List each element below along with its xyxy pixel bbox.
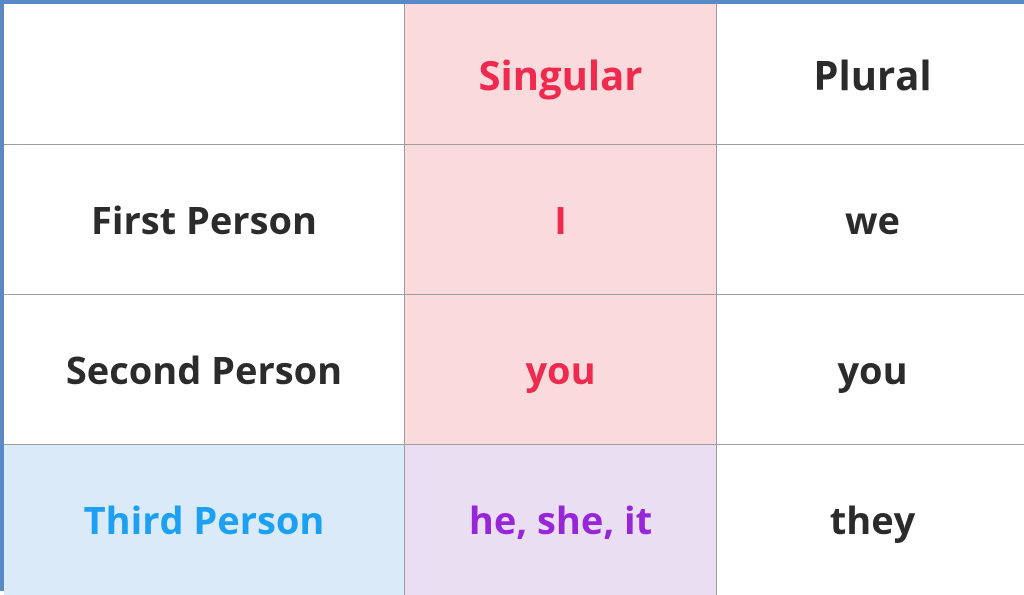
row-second-person-singular: you xyxy=(404,294,716,444)
cell-text: they xyxy=(830,494,916,546)
row-third-person-singular: he, she, it xyxy=(404,444,716,595)
header-empty xyxy=(4,4,404,144)
cell-text: you xyxy=(525,344,595,396)
cell-text: Singular xyxy=(479,47,643,102)
cell-text: I xyxy=(554,194,567,246)
row-first-person-label: First Person xyxy=(4,144,404,294)
header-plural: Plural xyxy=(716,4,1024,144)
row-second-person-label: Second Person xyxy=(4,294,404,444)
row-second-person-plural: you xyxy=(716,294,1024,444)
cell-text: First Person xyxy=(91,194,317,246)
pronoun-table: Singular Plural First Person I we Second… xyxy=(0,0,1024,591)
cell-text: you xyxy=(837,344,907,396)
cell-text: Second Person xyxy=(66,344,342,396)
row-third-person-label: Third Person xyxy=(4,444,404,595)
row-first-person-plural: we xyxy=(716,144,1024,294)
cell-text: we xyxy=(845,194,900,246)
cell-text: Third Person xyxy=(84,494,325,546)
row-third-person-plural: they xyxy=(716,444,1024,595)
row-first-person-singular: I xyxy=(404,144,716,294)
cell-text: Plural xyxy=(813,47,931,102)
header-singular: Singular xyxy=(404,4,716,144)
cell-text: he, she, it xyxy=(469,494,652,546)
